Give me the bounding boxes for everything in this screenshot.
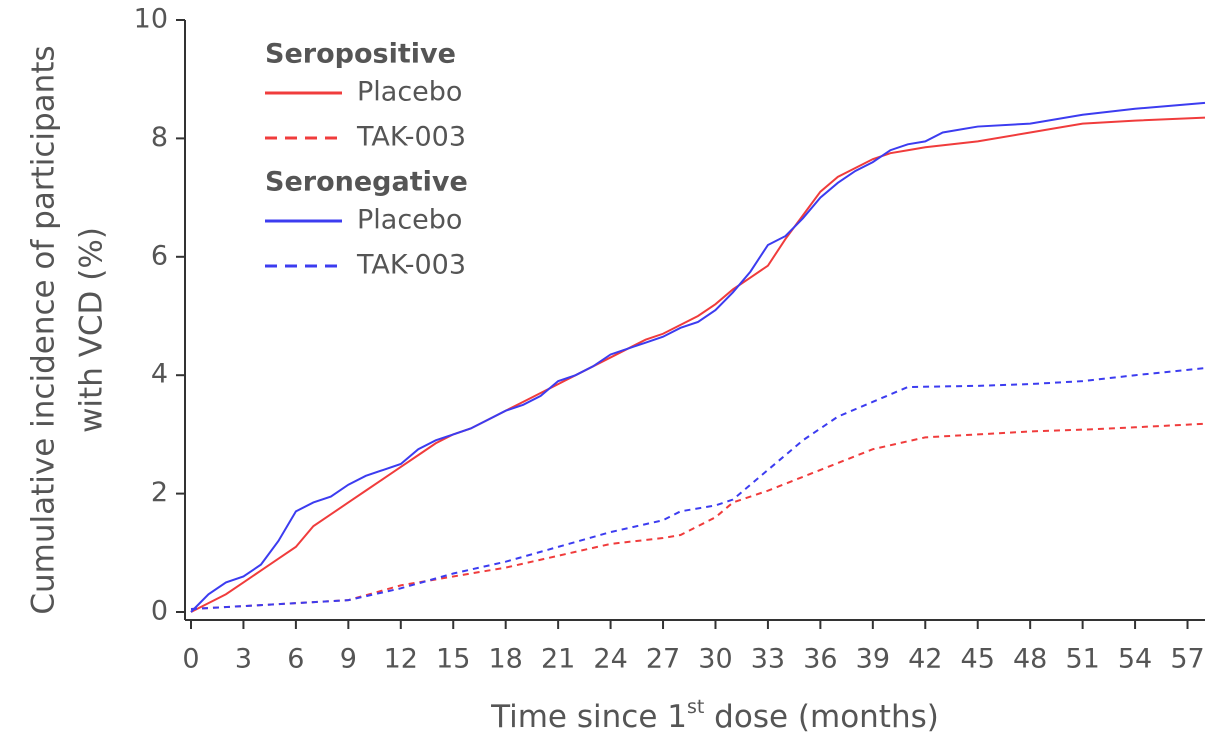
x-tick-label: 51: [1065, 644, 1099, 675]
y-tick-label: 4: [151, 359, 168, 390]
x-tick-label: 27: [646, 644, 680, 675]
legend-label: TAK-003: [356, 122, 466, 153]
legend-label: Placebo: [357, 205, 462, 236]
x-tick-label: 36: [803, 644, 837, 675]
x-tick-label: 57: [1170, 644, 1204, 675]
legend-group-title: Seropositive: [265, 39, 456, 70]
x-tick-label: 54: [1118, 644, 1152, 675]
y-tick-label: 10: [134, 4, 168, 35]
x-tick-label: 18: [489, 644, 523, 675]
y-tick-label: 0: [151, 596, 168, 627]
x-tick-label: 45: [961, 644, 995, 675]
x-tick-label: 3: [235, 644, 252, 675]
x-axis-label: Time since 1st dose (months): [490, 696, 939, 735]
y-tick-label: 8: [151, 122, 168, 153]
data-line: [190, 422, 1206, 611]
legend-label: TAK-003: [356, 250, 466, 281]
x-axis-label-part: st: [687, 696, 704, 718]
x-tick-label: 0: [182, 644, 199, 675]
data-line: [190, 101, 1206, 613]
y-axis-label: Cumulative incidence of participants: [26, 45, 62, 614]
y-axis-label: with VCD (%): [74, 227, 110, 433]
x-tick-label: 39: [856, 644, 890, 675]
x-tick-label: 6: [287, 644, 304, 675]
x-tick-label: 9: [340, 644, 357, 675]
x-tick-label: 12: [384, 644, 418, 675]
legend-group-title: Seronegative: [265, 167, 468, 198]
legend-label: Placebo: [357, 77, 462, 108]
x-tick-label: 30: [698, 644, 732, 675]
x-tick-label: 48: [1013, 644, 1047, 675]
data-line: [190, 116, 1206, 613]
x-axis-label-part: Time since 1: [490, 699, 687, 735]
x-tick-label: 15: [436, 644, 470, 675]
x-tick-label: 24: [593, 644, 627, 675]
x-tick-label: 21: [541, 644, 575, 675]
y-tick-label: 2: [151, 477, 168, 508]
x-tick-label: 42: [908, 644, 942, 675]
x-tick-label: 33: [751, 644, 785, 675]
y-tick-label: 6: [151, 240, 168, 271]
x-axis-label-part: dose (months): [704, 699, 939, 735]
